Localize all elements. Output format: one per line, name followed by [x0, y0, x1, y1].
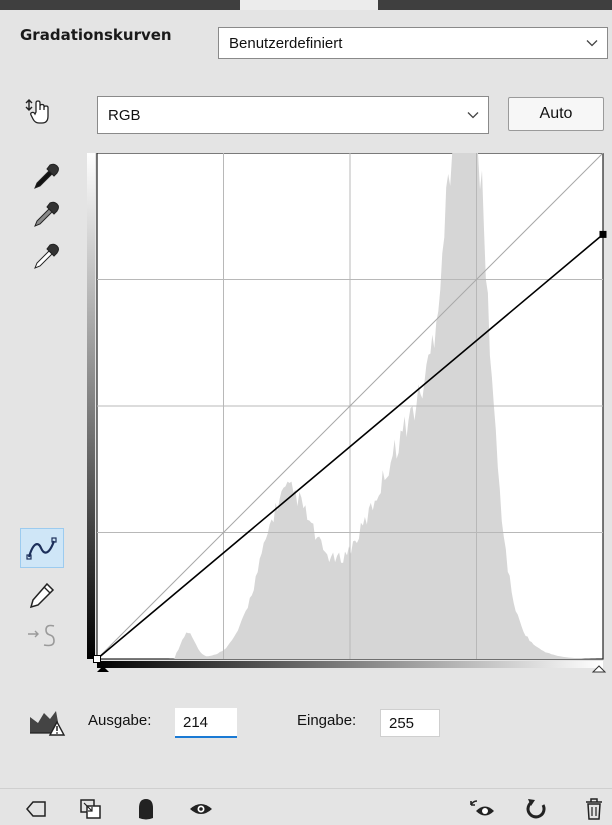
clipping-warning-icon[interactable]: [27, 704, 67, 738]
input-field[interactable]: 255: [380, 709, 440, 737]
visibility-eye-icon[interactable]: [187, 795, 215, 823]
curve-points-tool-icon[interactable]: [20, 528, 64, 568]
toggle-visibility-icon[interactable]: [467, 795, 499, 823]
output-gradient-bar: [87, 153, 95, 659]
curve-point[interactable]: [93, 655, 101, 663]
input-gradient-bar: [97, 661, 603, 668]
channel-dropdown[interactable]: RGB: [97, 96, 489, 134]
baseline-diagonal: [96, 152, 604, 660]
curve-graph-area[interactable]: [87, 152, 607, 673]
curve-line[interactable]: [96, 233, 604, 660]
window-top-bar: [0, 0, 612, 10]
bottom-divider: [0, 788, 612, 789]
curve-point[interactable]: [599, 230, 607, 238]
curves-graph[interactable]: [87, 152, 607, 673]
chevron-down-icon: [585, 35, 599, 52]
black-point-eyedropper-icon[interactable]: [28, 160, 64, 194]
gray-point-eyedropper-icon[interactable]: [28, 198, 64, 232]
pencil-draw-tool-icon[interactable]: [24, 578, 60, 612]
output-label: Ausgabe:: [88, 712, 152, 729]
preset-value: Benutzerdefiniert: [229, 34, 343, 52]
chevron-down-icon: [466, 107, 480, 124]
preset-dropdown[interactable]: Benutzerdefiniert: [218, 27, 608, 59]
panel-title: Gradationskurven: [20, 26, 172, 44]
trash-icon[interactable]: [580, 795, 608, 823]
output-field[interactable]: 214: [175, 708, 237, 738]
auto-button[interactable]: Auto: [508, 97, 604, 131]
undo-icon[interactable]: [523, 795, 551, 823]
smooth-curve-icon[interactable]: [24, 618, 64, 652]
active-tab[interactable]: [240, 0, 378, 10]
black-slider-handle[interactable]: [97, 666, 109, 672]
white-point-eyedropper-icon[interactable]: [28, 240, 64, 274]
on-image-adjust-icon[interactable]: [22, 95, 54, 129]
channel-value: RGB: [108, 106, 141, 124]
bottom-toolbar: [0, 795, 612, 825]
input-label: Eingabe:: [297, 712, 357, 729]
clip-to-layer-icon[interactable]: [22, 795, 50, 823]
white-slider-handle[interactable]: [591, 665, 607, 673]
reset-icon[interactable]: [132, 795, 160, 823]
view-previous-state-icon[interactable]: [77, 795, 105, 823]
